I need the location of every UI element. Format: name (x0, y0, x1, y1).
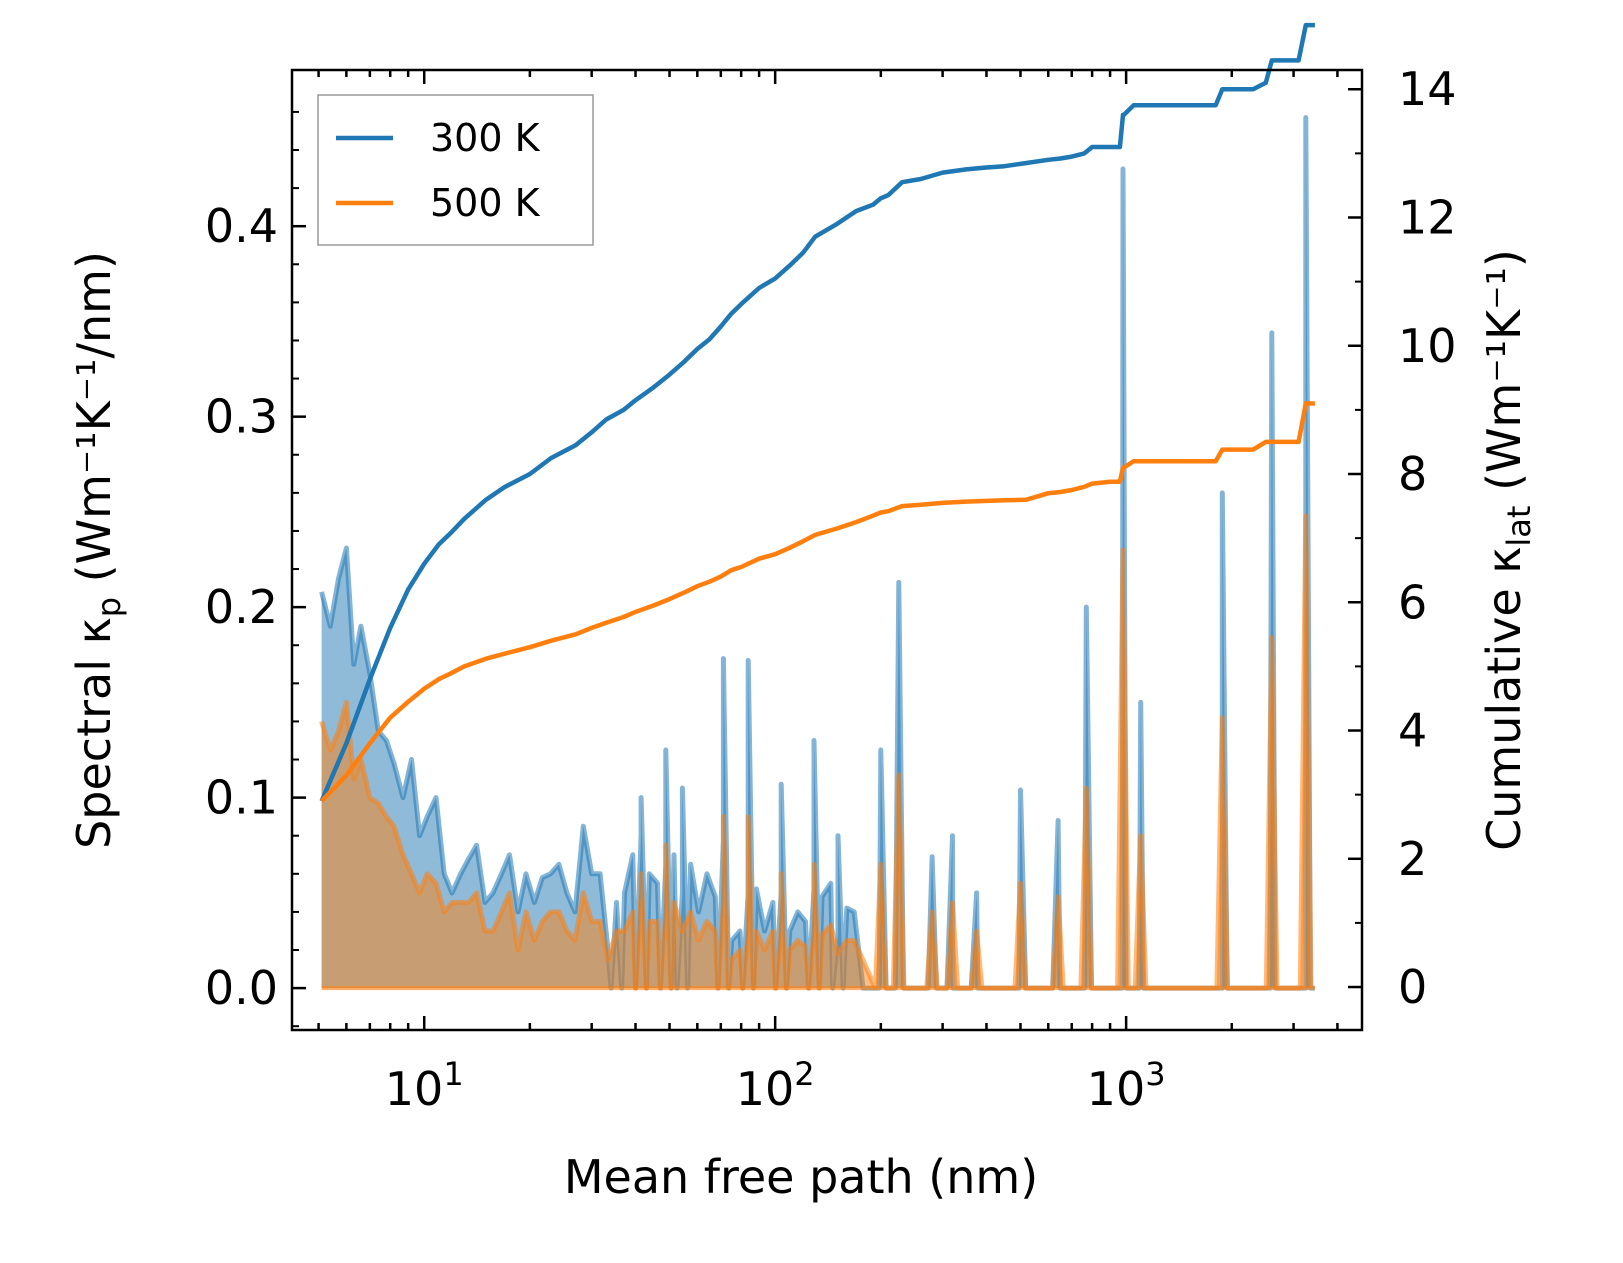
y-right-tick-label: 8 (1398, 447, 1427, 501)
y-right-tick-label: 12 (1398, 190, 1457, 244)
x-tick-base: 10 (736, 1062, 795, 1116)
y-right-tick-label: 2 (1398, 832, 1427, 886)
x-tick-base: 10 (1087, 1062, 1146, 1116)
y-axis-left-title: Spectral κp (Wm⁻¹K⁻¹/nm) (67, 251, 128, 849)
y-left-tick-label: 0.0 (205, 961, 278, 1015)
spectral-300k-line (319, 115, 1315, 991)
y-right-title-prefix: Cumulative κ (1477, 547, 1531, 851)
y-left-title-suffix: (Wm⁻¹K⁻¹/nm) (67, 251, 121, 597)
x-tick-exponent: 3 (1145, 1055, 1165, 1093)
legend: 300 K 500 K (317, 94, 594, 246)
x-tick-label: 103 (1087, 1055, 1166, 1116)
y-right-tick-label: 0 (1398, 960, 1427, 1014)
y-left-tick-label: 0.1 (205, 771, 278, 825)
x-tick-base: 10 (385, 1062, 444, 1116)
y-right-title-sub: lat (1500, 506, 1538, 547)
y-left-tick-label: 0.3 (205, 390, 278, 444)
x-tick-label: 102 (736, 1055, 815, 1116)
plot-area (319, 22, 1315, 991)
y-right-tick-label: 4 (1398, 704, 1427, 758)
cumulative-500k-line (319, 401, 1315, 803)
x-tick-label: 101 (385, 1055, 464, 1116)
x-axis-title: Mean free path (nm) (564, 1150, 1038, 1204)
x-tick-exponent: 2 (794, 1055, 814, 1093)
spectral-500k-area (321, 515, 1312, 989)
y-right-tick-label: 14 (1398, 62, 1457, 116)
y-right-title-suffix: (Wm⁻¹K⁻¹) (1477, 249, 1531, 505)
y-left-tick-label: 0.2 (205, 580, 278, 634)
y-right-tick-label: 6 (1398, 575, 1427, 629)
legend-label: 500 K (430, 181, 541, 225)
cumulative-300k-line (319, 22, 1315, 802)
plot-frame (290, 68, 1364, 1032)
y-left-title-prefix: Spectral κ (67, 617, 121, 849)
y-right-tick-label: 10 (1398, 319, 1457, 373)
legend-box (317, 94, 594, 246)
x-tick-exponent: 1 (443, 1055, 463, 1093)
y-left-title-sub: p (90, 597, 128, 617)
y-left-tick-label: 0.4 (205, 199, 278, 253)
y-axis-right-title: Cumulative κlat (Wm⁻¹K⁻¹) (1477, 249, 1538, 851)
legend-label: 300 K (430, 116, 541, 160)
